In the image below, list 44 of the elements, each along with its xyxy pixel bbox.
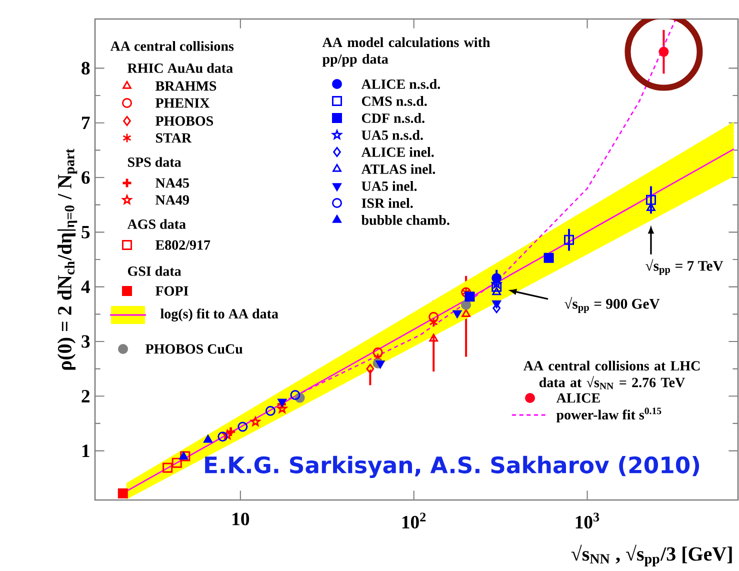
annotation: SPS data bbox=[128, 157, 182, 168]
x-tick-label: 10$^{3}$ bbox=[576, 512, 600, 529]
legend-label: CDF n.s.d. bbox=[362, 113, 424, 124]
y-tick-label: 5 bbox=[82, 226, 90, 238]
annotation: √s$_{pp}$ = 900 GeV bbox=[564, 297, 660, 314]
legend-label: STAR bbox=[156, 133, 192, 143]
y-tick-label: 6 bbox=[82, 171, 90, 184]
legend-label: ALICE bbox=[556, 393, 600, 403]
legend-label: PHOBOS bbox=[156, 116, 214, 126]
legend-label: UA5 n.s.d. bbox=[362, 130, 423, 140]
annotation: AGS data bbox=[127, 219, 186, 230]
y-tick-label: 7 bbox=[82, 116, 90, 130]
legend-label: NA49 bbox=[156, 195, 189, 205]
y-tick-label: 4 bbox=[81, 280, 90, 294]
legend-label: CMS n.s.d. bbox=[362, 96, 427, 106]
legend-label: ALICE inel. bbox=[361, 147, 434, 158]
x-tick-label: 10$^{2}$ bbox=[402, 512, 426, 529]
legend-label: UA5 inel. bbox=[362, 181, 417, 192]
y-axis-title: ρ(0) = 2 dN$_{ch}$/dη|$_{η=0}$ / N$_{part}$ bbox=[57, 148, 78, 370]
annotation: E.K.G. Sarkisyan, A.S. Sakharov (2010) bbox=[205, 456, 700, 478]
legend-label: bubble chamb. bbox=[361, 215, 450, 226]
legend-label: NA45 bbox=[156, 178, 189, 188]
y-tick-label: 1 bbox=[82, 444, 90, 458]
legend-label: FOPI bbox=[156, 286, 188, 296]
legend-label: ATLAS inel. bbox=[361, 164, 436, 174]
annotation: GSI data bbox=[128, 266, 182, 276]
annotation: AA central collisions at LHC data at √s$_{NN}$ = 2.76 TeV bbox=[523, 360, 700, 390]
legend-label: ALICE n.s.d. bbox=[361, 79, 440, 90]
y-tick-label: 8 bbox=[82, 62, 90, 75]
x-axis-title: √s$_{NN}$ , √s$_{pp}$/3 [GeV] bbox=[571, 544, 732, 566]
legend-label: PHENIX bbox=[156, 98, 210, 108]
annotation: √s$_{pp}$ = 7 TeV bbox=[646, 259, 724, 276]
legend-label: BRAHMS bbox=[156, 81, 216, 91]
x-tick-label: 10 bbox=[232, 512, 250, 526]
legend-label: E802/917 bbox=[156, 240, 210, 250]
annotation: AA model calculations with pp/pp data bbox=[322, 37, 490, 67]
legend-label: PHOBOS CuCu bbox=[146, 344, 243, 354]
legend-label: ISR inel. bbox=[362, 198, 413, 208]
y-tick-label: 3 bbox=[82, 335, 90, 348]
y-tick-label: 2 bbox=[82, 390, 90, 402]
legend-label: log(s) fit to AA data bbox=[160, 308, 278, 322]
annotation: RHIC AuAu data bbox=[128, 63, 233, 74]
legend-label: power-law fit s$^{0.15}$ bbox=[556, 408, 662, 422]
annotation: AA central collisions bbox=[110, 41, 234, 52]
